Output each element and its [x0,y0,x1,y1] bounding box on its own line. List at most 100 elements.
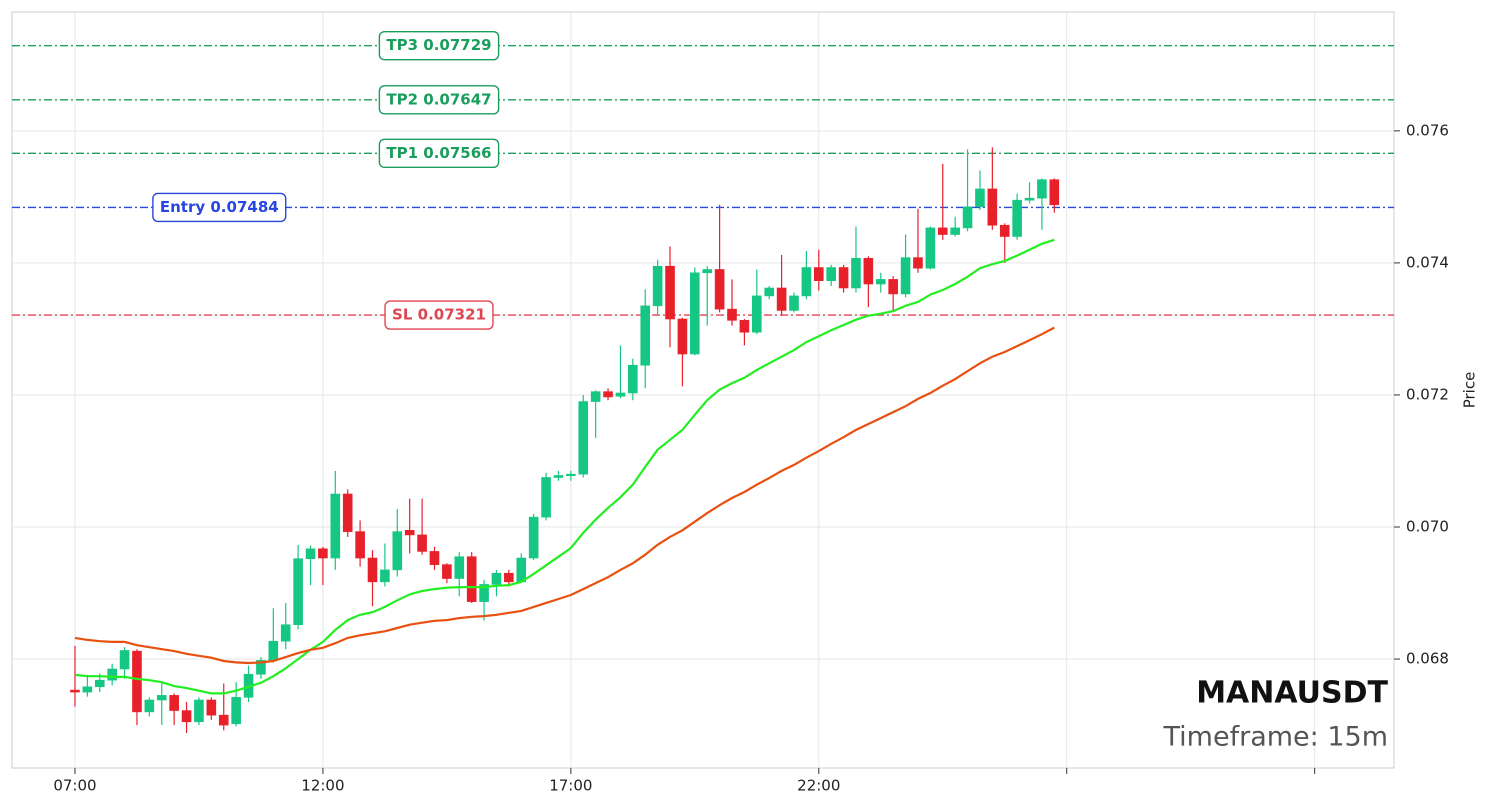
x-tick-label: 17:00 [549,777,592,795]
candle-body [429,551,440,565]
candle-body [541,477,551,518]
candle-body [231,697,241,725]
candle-body [342,493,353,532]
candle-body [367,557,378,583]
level-label-text: Entry 0.07484 [160,198,279,216]
indicator-line [74,326,1055,665]
x-tick-label: 07:00 [53,777,96,795]
candle-body [776,287,787,311]
y-tick-label: 0.072 [1406,385,1449,403]
level-label-box [378,138,500,168]
candle-body [206,699,217,716]
candle-body [913,257,923,269]
candle-body [690,272,700,355]
candle-body [900,257,911,295]
candle-body [863,257,874,285]
candle-body [628,364,638,394]
candle-body [789,295,799,311]
candle-body [1037,179,1047,199]
candle-body [727,308,737,321]
candle-body [1012,199,1022,237]
candle-body [553,475,564,478]
candle-body [528,516,539,559]
candle-body [268,640,279,661]
candle-body [975,188,985,208]
candle-body [169,695,179,711]
y-tick-label: 0.074 [1406,253,1449,271]
candle-body [566,473,576,476]
candle-body [491,572,502,585]
level-label-box [384,300,494,330]
candle-body [504,572,514,583]
candle-body [851,257,861,289]
candle-body [838,267,849,289]
candle-body [107,668,117,681]
x-tick-label: 22:00 [797,777,840,795]
candle-body [293,558,303,626]
candle-body [950,227,960,235]
candle-body [156,695,167,701]
candle-body [739,320,750,333]
y-tick-label: 0.076 [1406,121,1449,139]
candle-body [392,531,403,571]
candle-body [764,287,774,297]
candle-body [144,699,155,713]
level-label: TP2 0.07647 [378,85,500,115]
candle-body [590,391,601,402]
candle-body [888,279,898,295]
candle-body [875,279,886,285]
candle-body [516,557,527,583]
candle-body [987,188,998,226]
candle-body [330,493,341,559]
candle-body [119,650,130,670]
candle-body [305,548,316,559]
candle-body [181,710,192,723]
indicator-line [74,238,1055,695]
plot-area [11,11,1395,769]
candle-body [677,318,688,355]
level-label: TP1 0.07566 [378,138,500,168]
chart-subtitle: Timeframe: 15m [1163,722,1388,753]
candle-body [615,392,626,397]
level-label: TP3 0.07729 [378,30,500,61]
candle-body [826,267,836,282]
candle-body [70,689,80,693]
level-label-box [378,30,500,61]
candle-body [318,548,328,559]
candle-body [355,531,365,559]
level-label-text: SL 0.07321 [392,306,486,324]
y-tick-label: 0.070 [1406,518,1449,536]
candle-body [1024,197,1035,201]
level-label: Entry 0.07484 [152,192,287,223]
candle-body [94,679,105,688]
candle-body [937,227,948,235]
level-label-text: TP1 0.07566 [386,144,491,162]
candle-body [702,269,713,274]
candle-body [280,624,291,642]
candle-body [194,699,204,723]
candle-body [999,224,1010,237]
candle-body [218,714,229,726]
y-tick-label: 0.068 [1406,650,1449,668]
candle-body [404,530,415,536]
level-label-text: TP3 0.07729 [386,36,491,54]
candle-body [1049,179,1060,206]
level-label-box [152,192,287,223]
candle-body [442,564,452,579]
level-label-text: TP2 0.07647 [386,90,491,108]
x-tick-label: 12:00 [301,777,344,795]
candle-body [813,267,824,282]
candle-body [603,391,613,398]
candle-body [652,265,663,307]
candle-body [256,660,266,675]
candle-body [578,401,589,475]
candle-body [962,206,973,229]
candle-body [714,269,725,310]
candle-body [380,569,390,583]
candle-body [925,227,936,269]
chart-title: MANAUSDT [1196,676,1388,711]
candle-body [417,534,427,552]
level-label-box [378,85,500,115]
candle-body [640,305,651,366]
